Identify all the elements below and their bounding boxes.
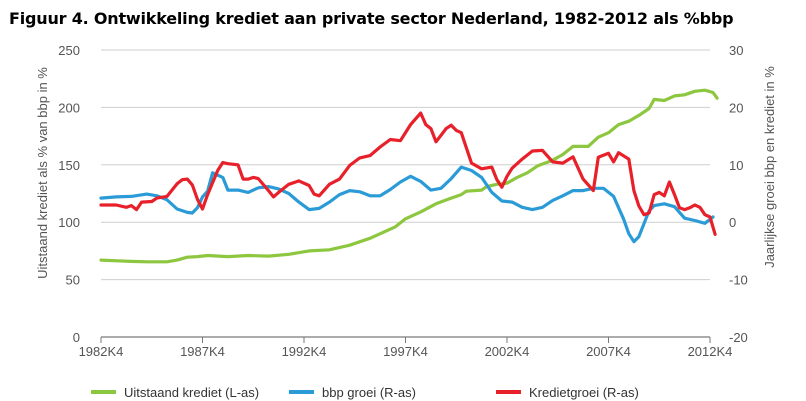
y-left-tick-label: 100	[58, 215, 80, 230]
x-tick-label: 1987K4	[180, 344, 225, 359]
y-left-tick-label: 50	[66, 273, 80, 288]
legend-label: Kredietgroei (R-as)	[529, 385, 639, 400]
legend-label: Uitstaand krediet (L-as)	[124, 385, 259, 400]
legend-bbp-groei: bbp groei (R-as)	[289, 385, 416, 400]
series-lines	[99, 88, 719, 264]
x-tick-label: 2007K4	[586, 344, 631, 359]
y-right-tick-label: 10	[729, 158, 743, 173]
y-right-tick-label: -20	[729, 330, 748, 345]
y-right-tick-label: -10	[729, 273, 748, 288]
uitstaand-krediet-line	[99, 88, 719, 264]
tick-labels: 0 50 100 150 200 250 -20 -10 0 10 20 30 1982K4 1987K4…	[35, 43, 777, 359]
legend: Uitstaand krediet (L-as) bbp groei (R-as)…	[91, 385, 639, 400]
legend-kredietgroei: Kredietgroei (R-as)	[496, 385, 639, 400]
chart-title: Figuur 4. Ontwikkeling krediet aan priva…	[9, 9, 734, 28]
x-tick-label: 1992K4	[282, 344, 327, 359]
kredietgroei-line	[99, 111, 717, 236]
y-left-tick-label: 250	[58, 43, 80, 58]
y-left-axis-label: Uitstaand krediet als % van bbp in %	[35, 67, 50, 279]
y-left-tick-label: 0	[73, 330, 80, 345]
y-right-axis-label: Jaarlijkse groei bbp en krediet in %	[762, 66, 777, 268]
gridlines	[101, 49, 710, 281]
y-left-tick-label: 150	[58, 158, 80, 173]
y-right-tick-label: 30	[729, 43, 743, 58]
axes	[100, 336, 711, 343]
bbp-groei-line	[99, 165, 715, 244]
x-tick-label: 1997K4	[383, 344, 428, 359]
y-left-tick-label: 200	[58, 100, 80, 115]
y-right-tick-label: 0	[729, 215, 736, 230]
x-tick-label: 1982K4	[79, 344, 124, 359]
legend-uitstaand-krediet: Uitstaand krediet (L-as)	[91, 385, 259, 400]
y-right-tick-label: 20	[729, 100, 743, 115]
x-tick-label: 2002K4	[485, 344, 530, 359]
x-tick-label: 2012K4	[688, 344, 733, 359]
legend-label: bbp groei (R-as)	[322, 385, 416, 400]
